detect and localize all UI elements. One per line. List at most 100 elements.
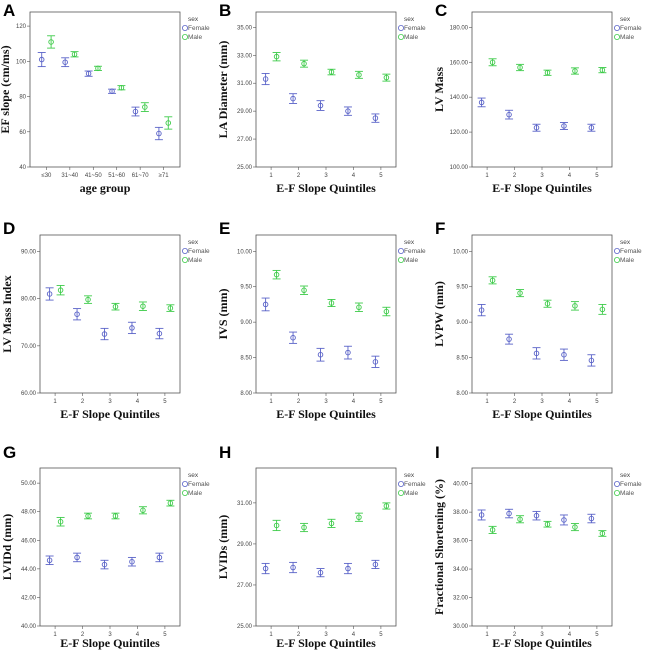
legend-marker-male: [181, 34, 188, 41]
y-tick-label: 80: [19, 95, 26, 101]
mean-marker: [599, 530, 606, 537]
mean-marker: [273, 271, 280, 278]
legend: sex Female Male: [397, 472, 426, 497]
x-tick-label: 4: [568, 399, 572, 405]
data-point-female: [154, 126, 163, 141]
y-tick-label: 40: [19, 165, 26, 171]
y-axis-label: LVPW (mm): [432, 281, 446, 347]
legend-label: Male: [188, 490, 202, 497]
mean-marker: [95, 65, 101, 72]
mean-marker: [262, 565, 269, 572]
x-tick-label: ≥71: [159, 173, 170, 179]
panel-h: H 25.00 27.00 29.00 31.00 1 2 3 4 5 sex Female Male E…: [216, 443, 426, 650]
mean-marker: [489, 59, 496, 66]
legend-marker-male: [397, 34, 404, 41]
mean-marker: [478, 512, 485, 518]
legend-label: Female: [188, 248, 210, 255]
data-point-male: [138, 301, 147, 311]
x-tick-label: 1: [485, 632, 489, 638]
x-tick-label: 2: [513, 632, 517, 638]
x-tick-label: 3: [540, 632, 544, 638]
y-tick-label: 25.00: [237, 624, 253, 630]
y-tick-label: 100.00: [450, 165, 469, 171]
mean-marker: [506, 111, 512, 118]
mean-marker: [38, 56, 45, 63]
data-point-female: [37, 52, 46, 68]
y-tick-label: 60: [19, 130, 26, 136]
y-tick-label: 9.50: [240, 285, 252, 291]
data-point-female: [587, 354, 596, 367]
x-tick-label: 4: [136, 632, 140, 638]
data-point-male: [138, 506, 147, 515]
data-point-male: [327, 299, 336, 308]
mean-marker: [588, 124, 595, 131]
mean-marker: [372, 115, 379, 121]
data-point-female: [559, 348, 568, 361]
x-tick-label: 1: [269, 632, 273, 638]
mean-marker: [301, 287, 307, 294]
legend-title: sex: [404, 472, 415, 479]
mean-marker: [572, 68, 578, 74]
x-tick-label: 4: [568, 632, 572, 638]
mean-marker: [62, 59, 68, 65]
x-tick-label: ≤30: [41, 173, 52, 179]
mean-marker: [506, 510, 512, 517]
legend-label: Female: [620, 25, 642, 32]
mean-marker: [328, 520, 335, 527]
legend-marker-female: [397, 481, 404, 488]
mean-marker: [572, 303, 578, 309]
mean-marker: [129, 325, 135, 331]
data-point-male: [354, 70, 363, 79]
plot-frame: [471, 234, 613, 394]
data-point-female: [73, 552, 82, 563]
mean-marker: [317, 351, 324, 358]
data-point-female: [127, 321, 136, 335]
mean-marker: [129, 558, 135, 565]
x-tick-label: 5: [595, 173, 599, 179]
y-tick-label: 46.00: [21, 538, 37, 544]
x-tick-label: 5: [163, 632, 167, 638]
y-tick-label: 36.00: [453, 539, 469, 545]
x-tick-label: 3: [108, 399, 112, 405]
x-tick-label: 4: [136, 399, 140, 405]
panel-b: B 25.00 27.00 29.00 31.00 33.00 35.00 1 2 3 4 5 sex F…: [216, 1, 426, 195]
data-point-male: [382, 502, 391, 510]
data-point-male: [300, 522, 309, 533]
legend-marker-male: [181, 257, 188, 264]
legend: sex Female Male: [397, 16, 426, 41]
mean-marker: [74, 311, 80, 317]
y-tick-label: 25.00: [237, 165, 253, 171]
legend: sex Female Male: [397, 239, 426, 264]
plot-frame: [39, 467, 181, 627]
data-point-male: [488, 58, 497, 67]
plot-frame: [255, 467, 397, 627]
y-tick-label: 40.00: [21, 624, 37, 630]
y-axis-label: LA Diameter (mm): [216, 41, 230, 139]
panel-letter: D: [3, 219, 15, 238]
data-point-female: [108, 88, 117, 95]
data-point-female: [155, 327, 164, 340]
data-point-female: [477, 303, 486, 317]
legend-label: Female: [620, 248, 642, 255]
mean-marker: [478, 99, 485, 106]
mean-marker: [118, 84, 125, 91]
legend-marker-female: [613, 247, 620, 254]
y-axis-label: LVIDd (mm): [0, 514, 14, 581]
mean-marker: [383, 74, 390, 81]
y-tick-label: 48.00: [21, 510, 37, 516]
y-tick-label: 8.00: [240, 391, 252, 397]
data-point-male: [543, 299, 552, 308]
mean-marker: [328, 69, 335, 75]
plot-frame: [39, 234, 181, 394]
data-point-male: [516, 63, 525, 72]
mean-marker: [273, 522, 280, 529]
data-point-male: [570, 301, 579, 311]
data-point-female: [371, 113, 380, 123]
data-point-female: [532, 347, 541, 360]
mean-marker: [112, 513, 119, 519]
mean-marker: [544, 300, 551, 307]
mean-marker: [290, 95, 296, 102]
y-axis-label: LV Mass: [432, 67, 446, 112]
data-point-female: [532, 510, 541, 521]
x-tick-label: 3: [540, 399, 544, 405]
